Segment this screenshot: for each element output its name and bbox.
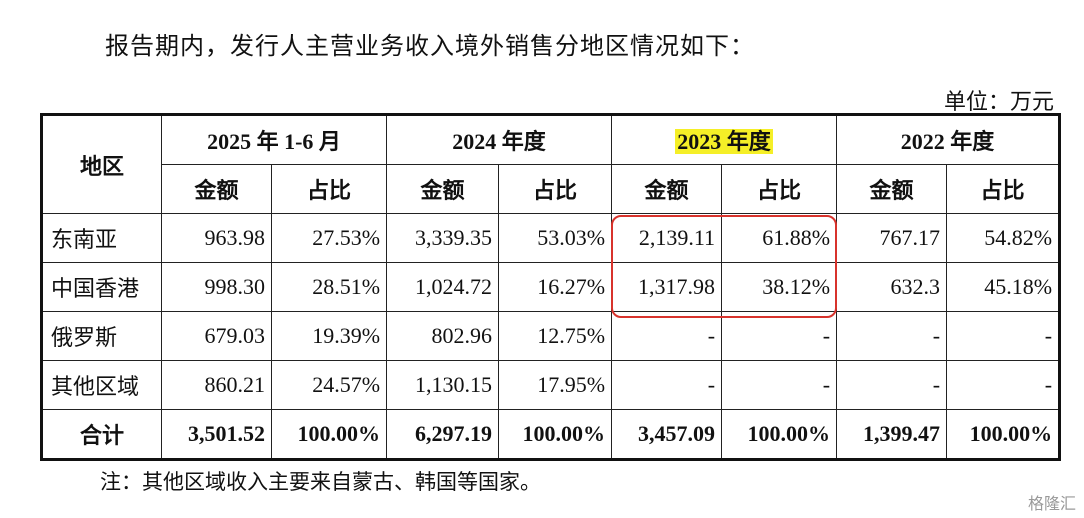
- data-row: 东南亚 963.98 27.53% 3,339.35 53.03% 2,139.11 61.…: [41, 213, 1061, 263]
- region-cell: 其他区域: [41, 360, 162, 410]
- total-cell: 100.00%: [270, 409, 388, 460]
- region-cell: 东南亚: [41, 213, 162, 263]
- value-cell: 19.39%: [270, 311, 388, 361]
- header-cell: 2024 年度: [386, 114, 613, 165]
- value-cell: 61.88%: [721, 213, 838, 263]
- value-cell: -: [836, 360, 948, 410]
- value-cell: -: [946, 360, 1061, 410]
- unit-label: 单位：万元: [943, 89, 1054, 114]
- value-cell: 53.03%: [498, 213, 613, 263]
- header-cell: 地区: [41, 114, 162, 214]
- highlight-box: [611, 215, 837, 318]
- value-cell: 860.21: [161, 360, 272, 410]
- data-row: 其他区域 860.21 24.57% 1,130.15 17.95% - - - -: [41, 360, 1061, 410]
- region-cell: 俄罗斯: [41, 311, 162, 361]
- value-cell: 45.18%: [946, 262, 1061, 312]
- value-cell: 767.17: [836, 213, 948, 263]
- header-row: 地区 2025 年 1-6 月 2024 年度 2023 年度 2022 年度: [41, 114, 1061, 214]
- value-cell: 28.51%: [270, 262, 388, 312]
- region-cell: 中国香港: [41, 262, 162, 312]
- total-cell: 100.00%: [946, 409, 1061, 460]
- total-cell: 100.00%: [721, 409, 838, 460]
- value-cell: 802.96: [386, 311, 500, 361]
- subheader-cell: 金额: [161, 164, 272, 214]
- total-row: 合计 3,501.52 100.00% 6,297.19 100.00% 3,457.09…: [41, 409, 1061, 460]
- value-cell: -: [611, 360, 723, 410]
- subheader-cell: 占比: [946, 164, 1061, 214]
- period-label: 2025 年 1-6 月: [207, 129, 341, 154]
- data-row: 俄罗斯 679.03 19.39% 802.96 12.75% - - - -: [41, 311, 1061, 361]
- value-cell: 27.53%: [270, 213, 388, 263]
- total-cell: 6,297.19: [386, 409, 500, 460]
- total-cell: 合计: [41, 409, 162, 460]
- total-cell: 3,501.52: [161, 409, 272, 460]
- intro-text: 报告期内，发行人主营业务收入境外销售分地区情况如下：: [105, 34, 755, 60]
- period-label: 2024 年度: [452, 129, 546, 154]
- note: 注：其他区域收入主要来自蒙古、韩国等国家。: [100, 470, 541, 494]
- value-cell: 16.27%: [498, 262, 613, 312]
- value-cell: -: [721, 311, 838, 361]
- value-cell: 1,130.15: [386, 360, 500, 410]
- sales-table: 地区 2025 年 1-6 月 2024 年度 2023 年度 2022 年度 金额 占比金…: [40, 113, 1062, 461]
- value-cell: 679.03: [161, 311, 272, 361]
- total-cell: 100.00%: [498, 409, 613, 460]
- value-cell: -: [836, 311, 948, 361]
- period-label: 2022 年度: [900, 129, 995, 154]
- header-cell: 2023 年度: [611, 114, 838, 165]
- header-cell: 2022 年度: [836, 114, 1061, 165]
- value-cell: 963.98: [161, 213, 272, 263]
- value-cell: 12.75%: [498, 311, 613, 361]
- total-cell: 1,399.47: [836, 409, 948, 460]
- value-cell: 632.3: [836, 262, 948, 312]
- data-row: 中国香港 998.30 28.51% 1,024.72 16.27% 1,317.98 38…: [41, 262, 1061, 312]
- value-cell: -: [721, 360, 838, 410]
- header-cell: 2025 年 1-6 月: [160, 114, 388, 165]
- subheader-cell: 金额: [386, 164, 500, 214]
- watermark: 格隆汇: [1027, 494, 1076, 513]
- value-cell: 2,139.11: [611, 213, 723, 263]
- subheader-cell: 占比: [498, 164, 613, 214]
- value-cell: 1,317.98: [611, 262, 723, 312]
- period-label: 2023 年度: [675, 129, 773, 154]
- subheader-cell: 金额: [836, 164, 948, 214]
- subheader-cell: 占比: [270, 164, 388, 214]
- value-cell: 998.30: [161, 262, 272, 312]
- value-cell: 17.95%: [498, 360, 613, 410]
- value-cell: 1,024.72: [386, 262, 500, 312]
- value-cell: 54.82%: [946, 213, 1061, 263]
- value-cell: -: [611, 311, 723, 361]
- subheader-cell: 占比: [721, 164, 838, 214]
- value-cell: 3,339.35: [386, 213, 500, 263]
- value-cell: -: [946, 311, 1061, 361]
- value-cell: 24.57%: [270, 360, 388, 410]
- subheader-row: 金额 占比 金额 占比 金额 占比 金额 占比: [42, 164, 1061, 214]
- total-cell: 3,457.09: [611, 409, 723, 460]
- subheader-cell: 金额: [611, 164, 723, 214]
